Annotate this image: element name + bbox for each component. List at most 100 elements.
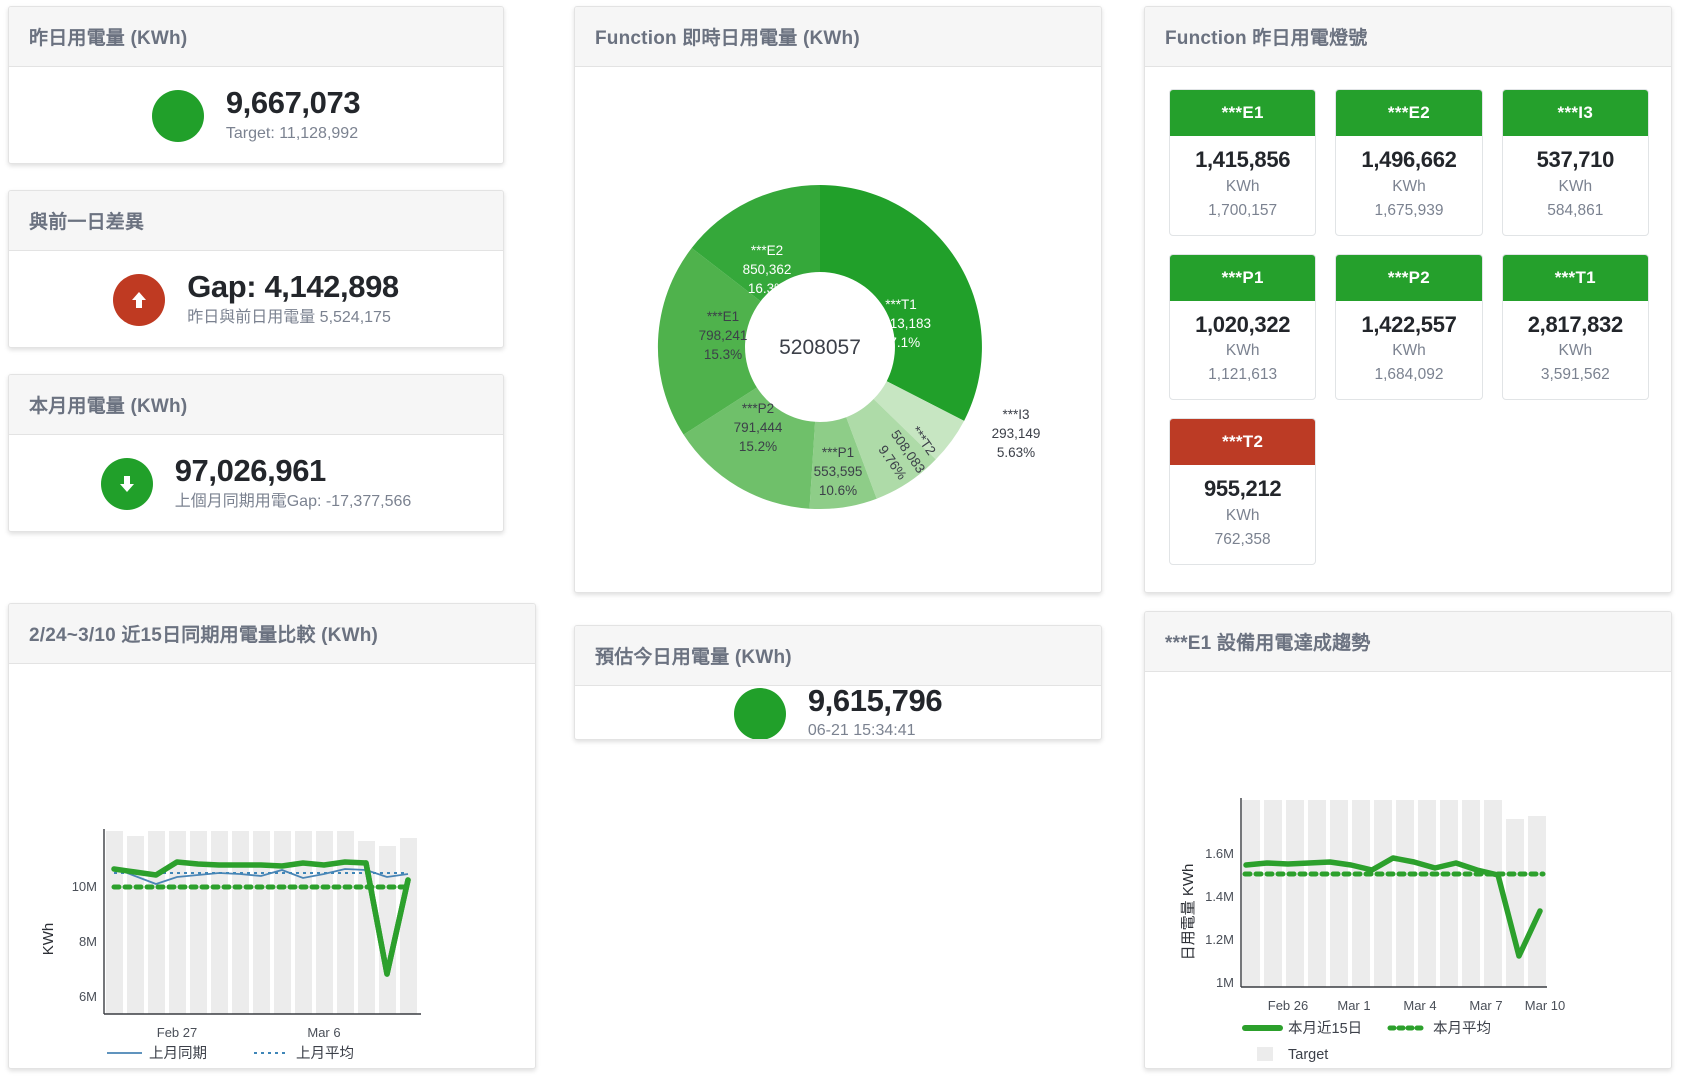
- light-badge-e2[interactable]: ***E2 1,496,662 KWh 1,675,939: [1335, 89, 1483, 236]
- series-this-month-15days: [111, 859, 411, 977]
- light-badge-value: 2,817,832: [1527, 311, 1623, 337]
- svg-text:1.2M: 1.2M: [1205, 932, 1234, 947]
- light-badge-t2[interactable]: ***T2 955,212 KWh 762,358: [1169, 418, 1317, 565]
- svg-text:***T1: ***T1: [885, 297, 917, 312]
- light-badge-name: ***P1: [1170, 254, 1316, 301]
- light-badge-value: 1,020,322: [1195, 311, 1291, 337]
- svg-text:1.4M: 1.4M: [1205, 889, 1234, 904]
- compare-line-chart[interactable]: 10M 8M 6M KWh Feb 27 Mar 6 上月同期 上月平均: [9, 664, 536, 1069]
- svg-text:Mar 4: Mar 4: [1403, 998, 1436, 1013]
- card-today-estimate-texts: 9,615,796 06-21 15:34:41: [808, 683, 943, 739]
- series-this-month-15days: [1243, 855, 1543, 959]
- card-today-estimate: 預估今日用電量 (KWh) 9,615,796 06-21 15:34:41: [574, 625, 1102, 740]
- card-month-usage-texts: 97,026,961 上個月同期用電Gap: -17,377,566: [175, 453, 412, 514]
- light-badge-unit: KWh: [1225, 177, 1260, 195]
- svg-text:本月近15日: 本月近15日: [1288, 1020, 1362, 1037]
- light-badge-body: 1,020,322 KWh 1,121,613: [1170, 301, 1315, 400]
- svg-text:Mar 1: Mar 1: [1337, 998, 1370, 1013]
- svg-text:798,241: 798,241: [699, 328, 748, 343]
- card-day-gap-texts: Gap: 4,142,898 昨日與前日用電量 5,524,175: [187, 269, 399, 330]
- donut-slice-t2[interactable]: [846, 399, 936, 499]
- svg-text:553,595: 553,595: [814, 464, 863, 479]
- target-bars: [106, 831, 417, 1014]
- donut-slice-p1[interactable]: [809, 417, 877, 510]
- donut-slice-e2[interactable]: [691, 184, 820, 302]
- y-axis-title: 日用電量 KWh: [1180, 864, 1197, 961]
- card-today-estimate-body: 9,615,796 06-21 15:34:41: [575, 683, 1101, 739]
- light-badge-p1[interactable]: ***P1 1,020,322 KWh 1,121,613: [1169, 253, 1317, 401]
- light-badge-p2[interactable]: ***P2 1,422,557 KWh 1,684,092: [1335, 253, 1483, 401]
- trend-chart-area: 1.6M 1.4M 1.2M 1M 日用電量 KWh Feb 26 Mar 1 …: [1145, 672, 1672, 1069]
- donut-slice-t1[interactable]: [820, 185, 982, 421]
- light-badge-unit: KWh: [1558, 177, 1593, 195]
- svg-text:15.3%: 15.3%: [704, 347, 742, 362]
- card-yesterday-value: 9,667,073: [225, 85, 361, 121]
- donut-center-value: 5208057: [779, 336, 861, 359]
- donut-slice-i3[interactable]: [873, 381, 965, 460]
- svg-text:Mar 6: Mar 6: [307, 1025, 340, 1040]
- card-day-gap-sub: 昨日與前日用電量 5,524,175: [187, 308, 391, 326]
- svg-text:1.6M: 1.6M: [1205, 846, 1234, 861]
- light-badge-target: 1,121,613: [1208, 366, 1278, 384]
- light-badge-value: 1,415,856: [1195, 147, 1291, 172]
- series-this-month-15days-dip: [363, 860, 411, 977]
- svg-text:***P1: ***P1: [822, 445, 854, 460]
- svg-text:1M: 1M: [1216, 975, 1234, 990]
- light-badge-e1[interactable]: ***E1 1,415,856 KWh 1,700,157: [1169, 89, 1317, 236]
- light-badge-unit: KWh: [1392, 342, 1426, 360]
- light-badge-unit: KWh: [1558, 342, 1593, 360]
- svg-text:上月同期: 上月同期: [149, 1045, 207, 1062]
- compare-chart-area: 10M 8M 6M KWh Feb 27 Mar 6 上月同期 上月平均: [9, 664, 536, 1069]
- svg-text:上月平均: 上月平均: [296, 1045, 354, 1062]
- donut-slice-p2[interactable]: [683, 387, 816, 509]
- card-month-usage-title: 本月用電量 (KWh): [9, 375, 503, 435]
- donut-slice-e1[interactable]: [657, 248, 761, 435]
- card-e1-trend: ***E1 設備用電達成趨勢: [1144, 611, 1672, 1069]
- light-badge-body: 537,710 KWh 584,861: [1503, 136, 1648, 235]
- svg-text:本月平均: 本月平均: [1433, 1020, 1491, 1037]
- x-axis-ticks: Feb 26 Mar 1 Mar 4 Mar 7 Mar 10: [1268, 998, 1565, 1013]
- light-badge-name: ***T2: [1170, 419, 1316, 466]
- card-realtime-donut-title: Function 即時日用電量 (KWh): [575, 7, 1101, 67]
- light-badge-body: 955,212 KWh 762,358: [1170, 465, 1315, 564]
- light-badge-body: 1,415,856 KWh 1,700,157: [1170, 136, 1315, 235]
- y-axis-ticks: 1.6M 1.4M 1.2M 1M: [1205, 846, 1234, 990]
- svg-text:***E1: ***E1: [707, 309, 739, 324]
- card-day-gap-body: Gap: 4,142,898 昨日與前日用電量 5,524,175: [9, 251, 503, 347]
- svg-text:5.63%: 5.63%: [997, 445, 1035, 460]
- light-badge-target: 584,861: [1547, 201, 1604, 219]
- light-badge-target: 1,675,939: [1374, 201, 1444, 219]
- light-badge-name: ***T1: [1502, 254, 1648, 301]
- donut-label-p2: ***P2 791,444 15.2%: [734, 401, 783, 454]
- trend-chart-legend: 本月近15日 本月平均 Target: [1242, 1020, 1491, 1063]
- card-month-usage: 本月用電量 (KWh) 97,026,961 上個月同期用電Gap: -17,3…: [8, 374, 504, 532]
- light-badge-name: ***I3: [1502, 90, 1648, 136]
- donut-label-t1: ***T1 1,413,183 27.1%: [871, 297, 931, 350]
- light-badge-unit: KWh: [1392, 177, 1426, 195]
- donut-chart[interactable]: 5208057 ***T1 1,413,183 27.1% ***I3 293,…: [575, 67, 1102, 587]
- card-day-gap: 與前一日差異 Gap: 4,142,898 昨日與前日用電量 5,524,175: [8, 190, 504, 348]
- light-badge-value: 1,422,557: [1361, 311, 1457, 337]
- card-yesterday-texts: 9,667,073 Target: 11,128,992: [225, 85, 361, 146]
- svg-text:27.1%: 27.1%: [882, 335, 920, 350]
- svg-text:791,444: 791,444: [734, 420, 783, 435]
- light-badge-unit: KWh: [1225, 506, 1260, 524]
- card-yesterday-target: Target: 11,128,992: [225, 124, 359, 142]
- light-badge-t1[interactable]: ***T1 2,817,832 KWh 3,591,562: [1501, 253, 1649, 401]
- compare-chart-legend: 上月同期 上月平均 本月近15日 本月平均 Target: [107, 1045, 354, 1062]
- card-month-usage-body: 97,026,961 上個月同期用電Gap: -17,377,566: [9, 435, 503, 531]
- svg-text:Mar 10: Mar 10: [1525, 998, 1565, 1013]
- svg-text:16.3%: 16.3%: [748, 281, 786, 296]
- svg-text:Feb 26: Feb 26: [1268, 998, 1308, 1013]
- light-badge-i3[interactable]: ***I3 537,710 KWh 584,861: [1501, 89, 1649, 236]
- x-axis-ticks: Feb 27 Mar 6: [157, 1025, 341, 1040]
- light-badge-value: 537,710: [1536, 147, 1615, 172]
- card-yesterday-lights: Function 昨日用電燈號 ***E1 1,415,856 KWh 1,70…: [1144, 6, 1672, 593]
- e1-trend-line-chart[interactable]: 1.6M 1.4M 1.2M 1M 日用電量 KWh Feb 26 Mar 1 …: [1145, 672, 1672, 1069]
- card-day-gap-title: 與前一日差異: [9, 191, 503, 251]
- svg-text:6M: 6M: [79, 989, 97, 1004]
- svg-text:***E2: ***E2: [751, 243, 783, 258]
- card-e1-trend-title: ***E1 設備用電達成趨勢: [1145, 612, 1671, 672]
- arrow-up-icon: [113, 274, 166, 326]
